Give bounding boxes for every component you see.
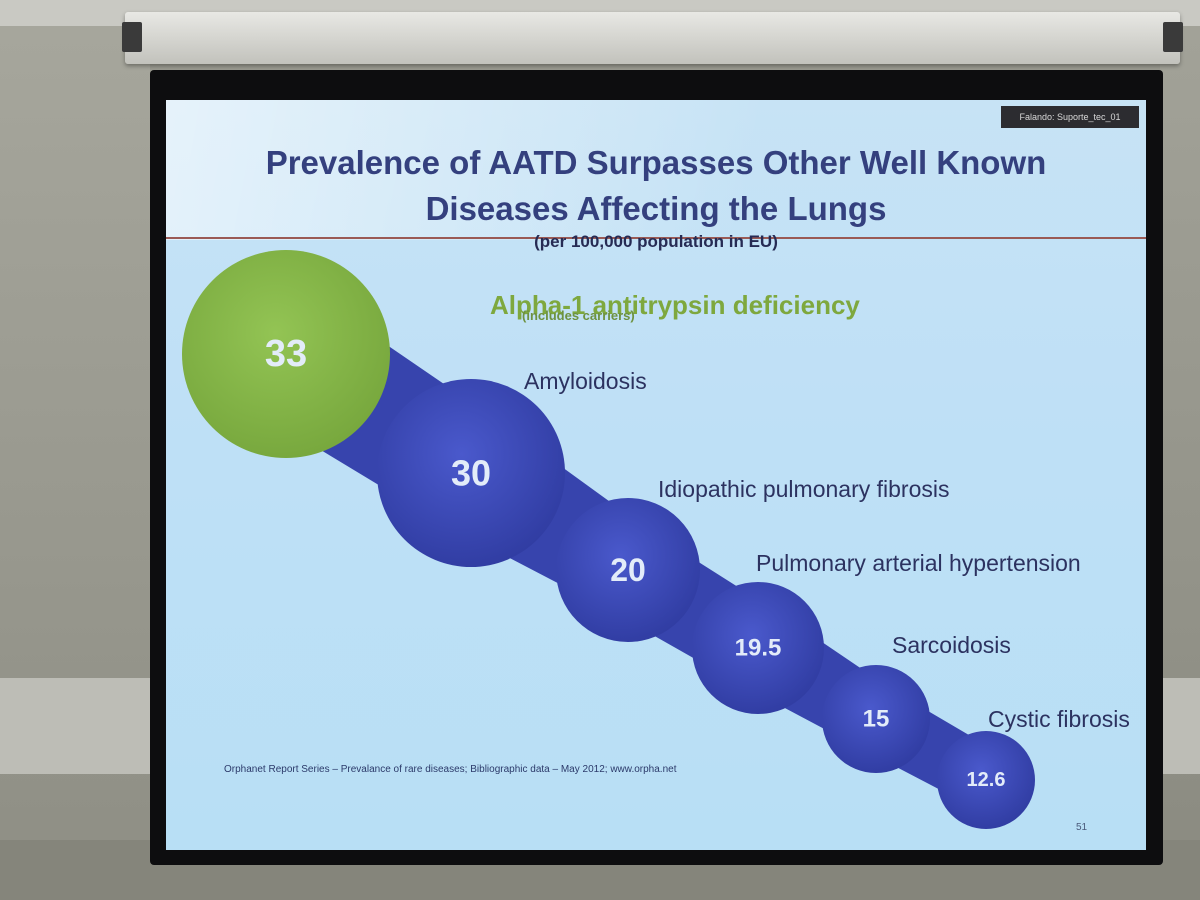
highlight-label: Alpha-1 antitrypsin deficiency (490, 290, 860, 320)
bubble-value: 12.6 (967, 769, 1006, 791)
citation: Orphanet Report Series – Prevalance of r… (224, 764, 677, 775)
bubble-alpha-1-antitrypsin-deficiency (182, 250, 390, 458)
slide-title: Prevalence of AATD Surpasses Other Well … (186, 140, 1126, 232)
title-line-1: Prevalence of AATD Surpasses Other Well … (265, 144, 1047, 181)
projector-screen-housing (125, 12, 1180, 64)
label-pulmonary-arterial-hypertension: Pulmonary arterial hypertension (756, 550, 1081, 576)
wall-band (0, 678, 150, 774)
label-amyloidosis: Amyloidosis (524, 368, 647, 394)
label-sarcoidosis: Sarcoidosis (892, 632, 1011, 658)
bubble-amyloidosis (377, 379, 565, 567)
housing-end-right (1163, 22, 1183, 52)
bubble-graphic: 33 30 20 19.5 15 12.6 (182, 250, 1035, 829)
bubble-value: 33 (265, 333, 307, 375)
wall-band-right (1160, 678, 1200, 774)
title-rule (166, 237, 1146, 239)
slide-subtitle: (per 100,000 population in EU) (534, 232, 778, 251)
presentation-slide: Falando: Suporte_tec_01 Prevalence of AA… (166, 100, 1146, 850)
bubble-value: 19.5 (735, 635, 782, 662)
bubble-value: 15 (863, 706, 890, 733)
bubble-sarcoidosis (822, 665, 930, 773)
bubble-cystic-fibrosis (937, 731, 1035, 829)
bubble-value: 20 (610, 552, 646, 588)
page-number: 51 (1076, 822, 1088, 833)
presenter-tag: Falando: Suporte_tec_01 (1001, 106, 1139, 128)
label-idiopathic-pulmonary-fibrosis: Idiopathic pulmonary fibrosis (658, 476, 950, 502)
bubble-idiopathic-pulmonary-fibrosis (556, 498, 700, 642)
title-line-2: Diseases Affecting the Lungs (425, 190, 887, 227)
bubble-pulmonary-arterial-hypertension (692, 582, 824, 714)
bubble-value: 30 (451, 453, 491, 494)
slide-glare (166, 100, 1146, 240)
highlight-note: (includes carriers) (522, 308, 635, 323)
housing-end-left (122, 22, 142, 52)
label-cystic-fibrosis: Cystic fibrosis (988, 706, 1130, 732)
